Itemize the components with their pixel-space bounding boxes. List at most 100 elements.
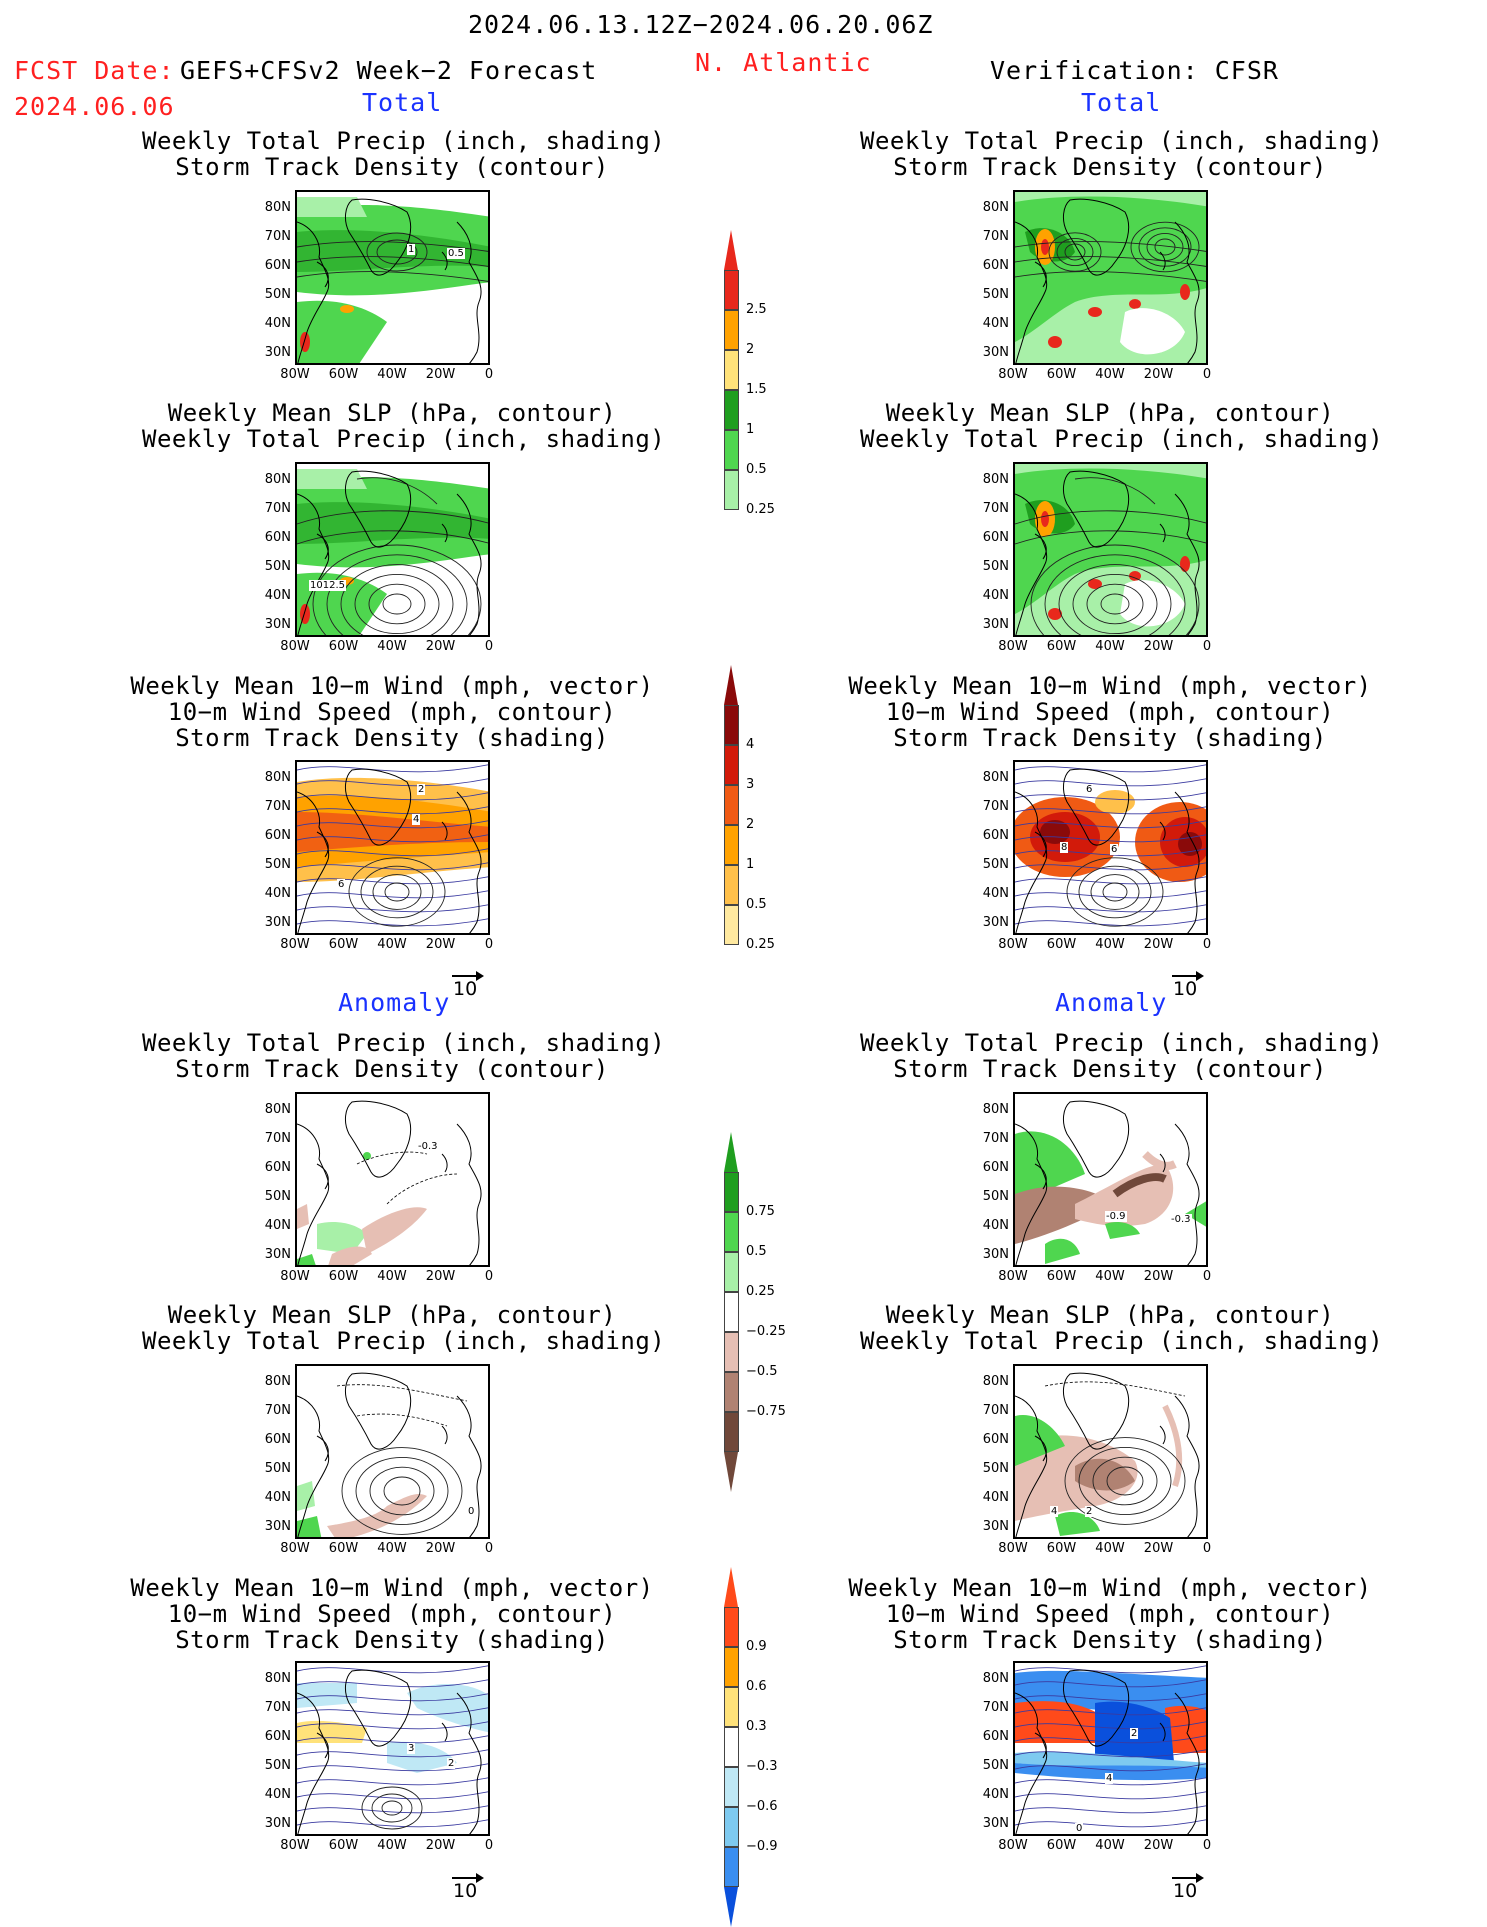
title-fcst-slp-anom: Weekly Mean SLP (hPa, contour) Weekly Tot… xyxy=(142,1301,666,1355)
map-panel-fcst-wind-total: 2 4 6 xyxy=(295,760,490,935)
lon-tick-label: 80W xyxy=(998,1541,1028,1556)
contour-label: 2 xyxy=(417,784,426,795)
colorbar-label: 0.75 xyxy=(746,1204,775,1219)
lat-tick-label: 30N xyxy=(982,915,1009,930)
fcst-date-label: FCST Date: xyxy=(14,56,175,85)
map-graphic xyxy=(297,464,488,635)
lon-tick-label: 40W xyxy=(1095,639,1125,654)
lat-tick-label: 80N xyxy=(982,1102,1009,1117)
lat-tick-label: 50N xyxy=(982,857,1009,872)
colorbar-label: 2 xyxy=(746,817,755,832)
contour-label: 8 xyxy=(1060,842,1069,853)
section-total-left: Total xyxy=(362,88,443,117)
map-panel-fcst-precip-total: 1 0.5 xyxy=(295,190,490,365)
title-fcst-wind-total: Weekly Mean 10−m Wind (mph, vector) 10−m … xyxy=(130,672,654,752)
colorbar-swatch xyxy=(724,350,739,390)
lon-tick-label: 20W xyxy=(425,1838,456,1853)
lat-tick-label: 30N xyxy=(264,1247,291,1262)
lon-tick-label: 60W xyxy=(328,1269,359,1284)
lon-tick-label: 80W xyxy=(280,937,310,952)
lon-tick-label: 20W xyxy=(425,1541,456,1556)
lat-tick-label: 60N xyxy=(264,1729,291,1744)
ref-vector-arrow xyxy=(1172,1873,1204,1883)
lat-tick-label: 70N xyxy=(264,1403,291,1418)
lat-tick-label: 80N xyxy=(264,1374,291,1389)
map-panel-cfsr-slp-total xyxy=(1013,462,1208,637)
lat-tick-label: 50N xyxy=(264,857,291,872)
title-fcst-slp-total: Weekly Mean SLP (hPa, contour) Weekly Tot… xyxy=(142,399,666,453)
lat-tick-label: 70N xyxy=(982,799,1009,814)
colorbar-swatch xyxy=(724,1847,739,1887)
section-total-right: Total xyxy=(1081,88,1162,117)
colorbar-swatch xyxy=(724,390,739,430)
map-panel-fcst-slp-total: 1012.5 xyxy=(295,462,490,637)
lon-tick-label: 60W xyxy=(1046,1269,1077,1284)
title-cfsr-precip-anom: Weekly Total Precip (inch, shading) Storm… xyxy=(860,1029,1384,1083)
lon-tick-label: 60W xyxy=(328,937,359,952)
lon-tick-label: 0 xyxy=(484,937,494,952)
lat-tick-label: 60N xyxy=(264,1432,291,1447)
colorbar-arrow-top xyxy=(724,665,738,705)
colorbar-swatch xyxy=(724,270,739,310)
lon-tick-label: 0 xyxy=(1202,367,1212,382)
lon-tick-label: 40W xyxy=(1095,937,1125,952)
lon-tick-label: 20W xyxy=(1143,639,1174,654)
map-graphic xyxy=(297,1094,488,1265)
contour-label: 0.5 xyxy=(447,248,465,259)
lon-tick-label: 80W xyxy=(998,367,1028,382)
lat-tick-label: 70N xyxy=(264,1131,291,1146)
map-graphic xyxy=(297,762,488,933)
lat-tick-label: 80N xyxy=(264,1102,291,1117)
lon-tick-label: 80W xyxy=(280,1269,310,1284)
lon-tick-label: 80W xyxy=(998,1838,1028,1853)
colorbar-swatch xyxy=(724,1767,739,1807)
contour-label: -0.9 xyxy=(1105,1211,1127,1222)
region-label: N. Atlantic xyxy=(695,48,872,77)
lon-tick-label: 80W xyxy=(280,1838,310,1853)
colorbar-label: −0.9 xyxy=(746,1839,778,1854)
fcst-date-value: 2024.06.06 xyxy=(14,92,175,121)
lat-tick-label: 30N xyxy=(982,617,1009,632)
colorbar-swatch xyxy=(724,865,739,905)
colorbar-label: 2 xyxy=(746,342,755,357)
lat-tick-label: 30N xyxy=(982,1816,1009,1831)
lon-tick-label: 40W xyxy=(377,367,407,382)
lat-tick-label: 60N xyxy=(982,530,1009,545)
lon-tick-label: 20W xyxy=(1143,1838,1174,1853)
title-cfsr-precip-total: Weekly Total Precip (inch, shading) Storm… xyxy=(860,127,1384,181)
colorbar-label: 0.5 xyxy=(746,1244,767,1259)
title-fcst-precip-total: Weekly Total Precip (inch, shading) Storm… xyxy=(142,127,666,181)
fcst-model-label: GEFS+CFSv2 Week−2 Forecast xyxy=(180,56,598,85)
lon-tick-label: 0 xyxy=(484,1838,494,1853)
lon-tick-label: 40W xyxy=(1095,367,1125,382)
lat-tick-label: 40N xyxy=(264,588,291,603)
colorbar-swatch xyxy=(724,745,739,785)
colorbar-label: 2.5 xyxy=(746,302,767,317)
lat-tick-label: 70N xyxy=(264,229,291,244)
colorbar-swatch xyxy=(724,1172,739,1212)
lat-tick-label: 50N xyxy=(264,1189,291,1204)
title-cfsr-slp-total: Weekly Mean SLP (hPa, contour) Weekly Tot… xyxy=(860,399,1384,453)
lat-tick-label: 80N xyxy=(264,200,291,215)
title-fcst-wind-anom: Weekly Mean 10−m Wind (mph, vector) 10−m … xyxy=(130,1574,654,1654)
contour-label: 0 xyxy=(1075,1823,1084,1834)
lat-tick-label: 40N xyxy=(982,316,1009,331)
colorbar-swatch xyxy=(724,1212,739,1252)
colorbar-label: −0.6 xyxy=(746,1799,778,1814)
lat-tick-label: 40N xyxy=(264,316,291,331)
map-graphic xyxy=(1015,192,1206,363)
lon-tick-label: 20W xyxy=(1143,1541,1174,1556)
lat-tick-label: 40N xyxy=(982,588,1009,603)
contour-label: 3 xyxy=(407,1743,416,1754)
section-anomaly-right: Anomaly xyxy=(1055,988,1168,1017)
lon-tick-label: 60W xyxy=(328,1838,359,1853)
lat-tick-label: 30N xyxy=(264,915,291,930)
colorbar-swatch xyxy=(724,905,739,945)
lat-tick-label: 30N xyxy=(264,1816,291,1831)
lat-tick-label: 60N xyxy=(982,828,1009,843)
contour-label: -0.3 xyxy=(1170,1214,1192,1225)
lon-tick-label: 40W xyxy=(377,937,407,952)
lat-tick-label: 30N xyxy=(264,617,291,632)
lon-tick-label: 0 xyxy=(1202,1541,1212,1556)
lat-tick-label: 80N xyxy=(982,1374,1009,1389)
